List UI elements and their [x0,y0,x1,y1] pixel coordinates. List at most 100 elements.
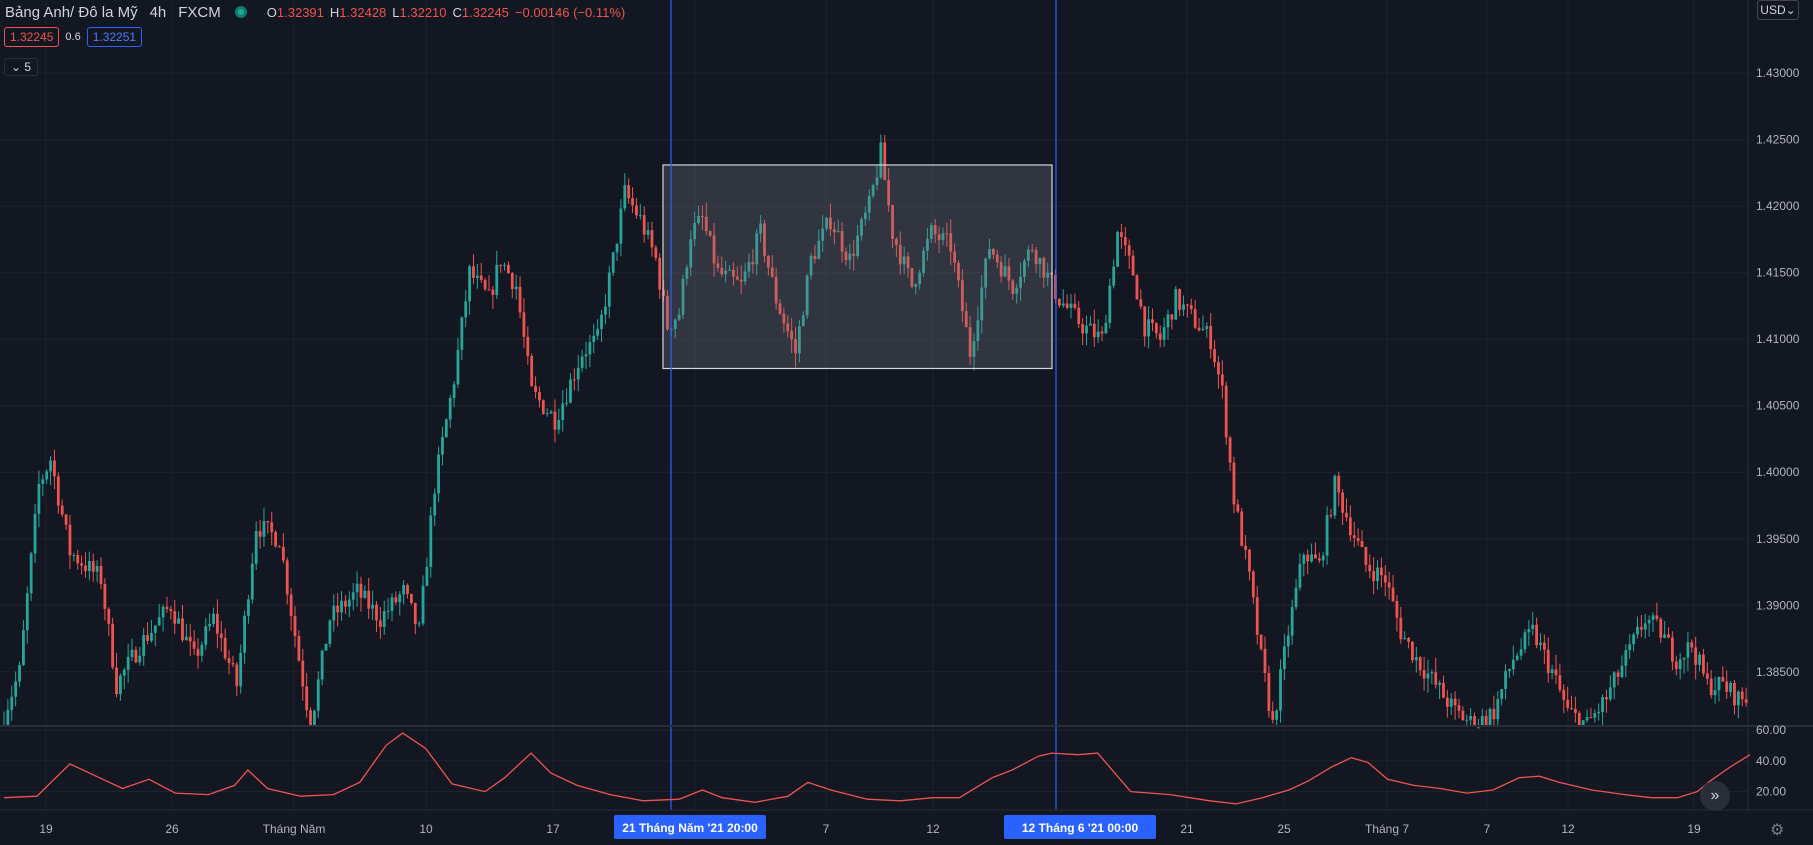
candle-body [1042,257,1046,278]
candle-body [1069,303,1073,308]
candle-body [984,258,988,288]
candle-body [1484,715,1488,725]
candle-body [716,263,720,268]
candle-body [1275,710,1279,720]
candle-body [146,635,149,641]
candle-body [1217,362,1220,375]
candle-body [957,262,960,281]
indicator-toggle[interactable]: ⌄ 5 [4,58,39,76]
candle-body [871,185,875,196]
candle-body [654,247,658,258]
currency-button[interactable]: USD ⌄ [1757,0,1799,20]
candle-body [111,623,115,668]
candle-body [995,254,999,263]
candle-body [1046,272,1050,278]
candle-body [258,531,262,537]
candle-body [1705,673,1709,679]
candle-body [708,231,712,236]
candle-body [1395,600,1399,618]
candle-body [1624,650,1628,666]
scroll-to-latest-button[interactable]: » [1700,781,1730,811]
candle-body [631,198,634,206]
candle-body [138,655,142,663]
candle-body [611,252,615,273]
candle-body [1166,314,1170,328]
candle-body [1473,715,1476,725]
ohlc-values: O 1.32391 H 1.32428 L 1.32210 C 1.32245 −0.0… [266,4,626,20]
candle-body [1480,715,1484,725]
candle-body [142,635,146,656]
candle-body [1186,304,1189,306]
candle-body [204,626,208,645]
time-tick-label: 12 [926,822,940,836]
candle-body [503,264,506,266]
candle-body [673,319,677,329]
candle-body [398,594,402,603]
candle-body [285,560,289,595]
candle-body [1508,669,1511,672]
candle-body [1123,237,1127,246]
time-tick-label: Tháng Năm [263,822,326,836]
candle-body [526,336,530,356]
candle-body [344,600,347,607]
candle-body [1112,266,1116,286]
candle-body [181,618,184,641]
timeframe[interactable]: 4h [149,3,167,21]
symbol-name[interactable]: Bảng Anh/ Đô la Mỹ [5,3,138,21]
candle-body [646,230,650,235]
price-tick-label: 1.41500 [1756,266,1800,280]
low-value: 1.32210 [399,4,447,20]
candle-body [1368,564,1372,572]
candle-body [320,650,324,680]
candle-body [1426,673,1430,679]
settings-button[interactable]: ⚙ [1770,820,1784,840]
candle-body [235,664,239,687]
candle-body [863,212,867,220]
candle-body [1639,626,1643,630]
candle-body [161,606,165,618]
candle-body [914,284,918,287]
candle-body [1496,699,1500,720]
candle-body [642,215,646,235]
candle-body [402,585,406,595]
candle-body [37,483,41,514]
candle-body [759,223,762,234]
candle-body [1492,708,1496,720]
candle-body [949,233,953,252]
candle-body [382,611,386,628]
candle-body [1034,250,1038,265]
candle-body [56,476,60,506]
candle-body [1519,649,1523,656]
candle-body [569,379,572,403]
candle-body [425,566,429,586]
candle-body [1430,672,1434,674]
marker-date-label-bg [1004,815,1156,839]
candle-body [1352,535,1356,539]
candle-body [778,303,782,314]
candle-body [1581,720,1585,725]
buy-button[interactable]: 1.32251 [86,27,143,47]
candle-body [1597,711,1601,714]
candle-body [130,649,134,657]
candle-body [363,590,367,598]
candle-body [243,615,246,653]
candle-body [10,696,14,710]
candle-body [1139,299,1143,307]
candle-body [212,613,215,624]
candle-body [1372,571,1376,582]
candle-body [1205,326,1209,329]
candle-body [448,398,452,420]
candle-body [254,531,258,564]
bid-ask-panel: 1.32245 0.6 1.32251 [4,27,143,47]
candle-body [588,342,592,355]
candle-body [1403,637,1407,640]
sell-button[interactable]: 1.32245 [4,27,60,47]
candle-body [1709,678,1713,696]
candle-body [281,547,285,561]
candle-body [1310,554,1313,562]
candle-body [836,231,840,233]
candle-body [99,565,103,584]
candle-body [1135,275,1139,300]
